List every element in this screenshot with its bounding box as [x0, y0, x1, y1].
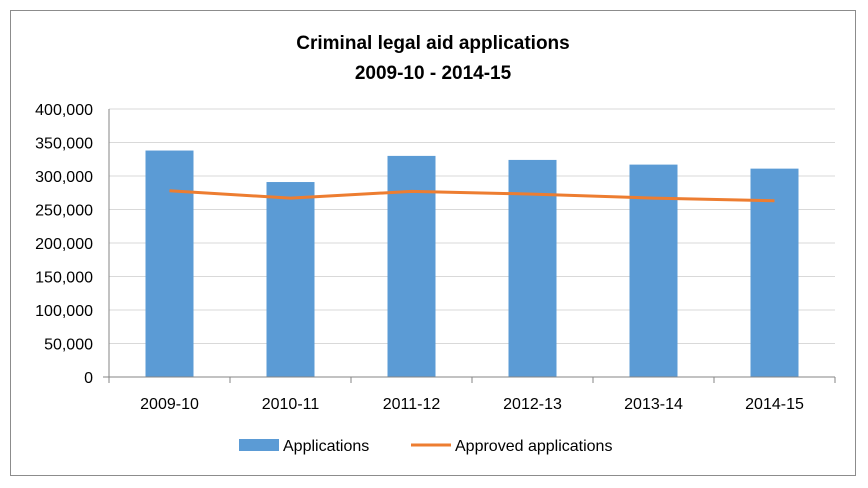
chart-svg: Criminal legal aid applications 2009-10 …	[35, 33, 836, 455]
x-tick-label: 2012-13	[503, 396, 562, 413]
chart-subtitle: 2009-10 - 2014-15	[355, 63, 512, 84]
bar-applications	[387, 155, 436, 377]
y-tick-label: 250,000	[35, 203, 93, 220]
y-tick-label: 400,000	[35, 102, 93, 119]
chart-title: Criminal legal aid applications	[296, 33, 569, 54]
x-tick-label: 2013-14	[624, 396, 683, 413]
y-tick-label: 150,000	[35, 270, 93, 287]
bar-applications	[145, 150, 194, 377]
bar-applications	[750, 168, 799, 377]
y-tick-label: 0	[84, 370, 93, 387]
gridlines	[109, 108, 835, 344]
x-tick-label: 2011-12	[383, 396, 441, 413]
y-tick-label: 50,000	[44, 337, 93, 354]
chart-frame: Criminal legal aid applications 2009-10 …	[10, 10, 856, 476]
legend-label-applications: Applications	[283, 438, 369, 455]
y-axis-labels: 0 50,000 100,000 150,000 200,000 250,000 300,0…	[35, 102, 93, 387]
axes	[103, 109, 836, 383]
x-tick-label: 2014-15	[745, 396, 804, 413]
bar-applications	[266, 182, 315, 377]
legend: Applications Approved applications	[239, 438, 612, 455]
y-tick-label: 200,000	[35, 236, 93, 253]
y-tick-label: 300,000	[35, 169, 93, 186]
y-tick-label: 100,000	[35, 303, 93, 320]
x-axis-labels: 2009-10 2010-11 2011-12 2012-13 2013-14 2014-…	[140, 396, 804, 413]
legend-swatch-applications	[239, 439, 279, 451]
bar-applications	[629, 164, 678, 377]
line-approved-applications	[169, 189, 775, 203]
bar-series	[145, 150, 799, 377]
y-tick-label: 350,000	[35, 136, 93, 153]
line-series	[169, 189, 775, 203]
legend-label-approved: Approved applications	[455, 438, 612, 455]
x-tick-label: 2009-10	[140, 396, 199, 413]
x-tick-label: 2010-11	[262, 396, 320, 413]
